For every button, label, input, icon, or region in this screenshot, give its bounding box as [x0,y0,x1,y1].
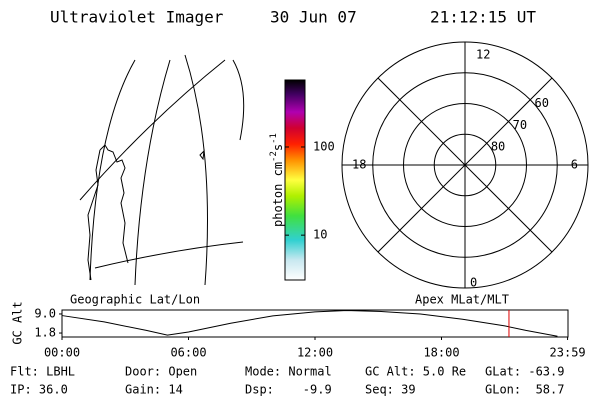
alt-line [61,310,558,337]
x-tick-label: 18:00 [423,346,459,360]
status-field: Mode: Normal [245,365,332,379]
date: 30 Jun 07 [270,8,357,27]
mlt-label: 12 [476,48,490,62]
status-field: Door: Open [125,365,197,379]
colorbar-label: photon cm-2s-1 [269,133,285,227]
x-tick-label: 00:00 [44,346,80,360]
status-field: Dsp: -9.9 [245,383,332,397]
mlt-label: 6 [571,158,578,172]
x-tick-label: 23:59 [550,346,586,360]
polar-ring [433,133,497,197]
polar-ring [403,103,527,227]
map-grid [79,54,245,286]
title: Ultraviolet Imager [50,8,224,27]
status-field: Seq: 39 [365,383,416,397]
status-field: IP: 36.0 [10,383,68,397]
colorbar-tick-label: 10 [313,228,327,242]
status-field: Gain: 14 [125,383,183,397]
x-tick-label: 12:00 [297,346,333,360]
polar-spokes [342,42,588,288]
colorbar-tick-label: 100 [313,139,335,153]
y-tick-label: 1.8 [34,326,56,340]
mlt-label: 18 [352,158,366,172]
status-field: GLat: -63.9 [485,365,564,379]
status-field: GC Alt: 5.0 Re [365,365,466,379]
cb-exp: -1 [269,133,279,144]
map-label: Geographic Lat/Lon [70,293,200,307]
cb-unit: s [271,144,285,151]
y-axis-label: GC Alt [11,301,25,344]
polar-label: Apex MLat/MLT [415,293,509,307]
y-tick-label: 9.0 [34,306,56,320]
cb-unit: photon cm [271,162,285,227]
x-tick-label: 06:00 [170,346,206,360]
mlt-label: 0 [470,276,477,290]
polar-outer [341,41,589,289]
polar-ring-label: 60 [534,96,548,110]
polar-ring-label: 80 [491,140,505,154]
polar-ring-label: 70 [513,118,527,132]
colorbar [284,79,306,281]
cb-exp: -2 [269,151,279,162]
time: 21:12:15 UT [430,8,536,27]
polar-ring [372,72,558,258]
status-field: GLon: 58.7 [485,383,564,397]
status-field: Flt: LBHL [10,365,75,379]
